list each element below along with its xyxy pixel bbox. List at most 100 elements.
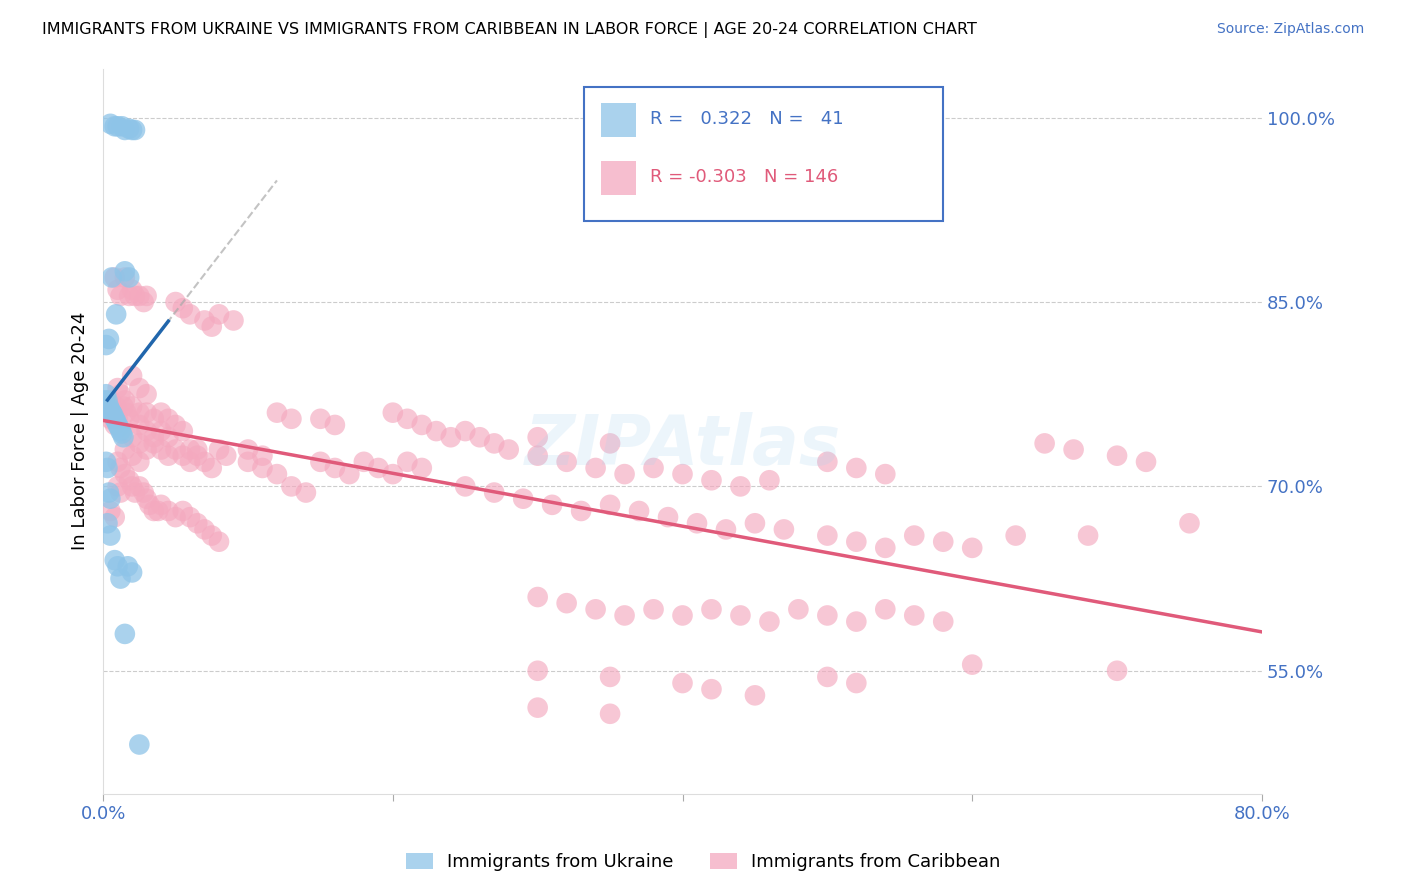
Point	[526, 664, 548, 678]
Point	[758, 473, 780, 487]
Point	[758, 615, 780, 629]
Point	[142, 430, 165, 444]
Point	[107, 283, 129, 297]
Point	[100, 412, 122, 426]
Point	[411, 461, 433, 475]
Point	[97, 485, 120, 500]
Point	[107, 479, 129, 493]
Point	[124, 123, 146, 137]
Point	[96, 516, 118, 531]
Point	[132, 295, 155, 310]
Point	[599, 436, 621, 450]
Point	[295, 485, 318, 500]
Point	[118, 289, 141, 303]
Point	[128, 417, 150, 432]
Point	[107, 455, 129, 469]
Point	[110, 461, 132, 475]
Point	[599, 498, 621, 512]
Point	[100, 117, 122, 131]
Point	[773, 523, 796, 537]
Point	[396, 455, 419, 469]
Point	[100, 504, 122, 518]
Point	[222, 313, 245, 327]
Point	[484, 436, 506, 450]
Point	[157, 430, 180, 444]
Point	[110, 572, 132, 586]
Point	[107, 120, 129, 134]
Point	[252, 461, 274, 475]
Point	[569, 504, 592, 518]
Point	[353, 455, 375, 469]
Point	[100, 393, 122, 408]
Point	[280, 412, 302, 426]
Point	[128, 289, 150, 303]
Point	[700, 602, 723, 616]
Text: ZIPAtlas: ZIPAtlas	[524, 412, 841, 479]
Point	[381, 467, 404, 482]
Point	[1135, 455, 1157, 469]
Point	[730, 608, 752, 623]
Point	[150, 442, 173, 457]
Point	[714, 523, 737, 537]
Point	[179, 510, 201, 524]
Point	[104, 120, 127, 134]
Point	[104, 417, 127, 432]
Point	[135, 387, 157, 401]
Point	[110, 424, 132, 438]
Point	[118, 473, 141, 487]
Point	[121, 283, 143, 297]
Point	[309, 455, 332, 469]
Legend: Immigrants from Ukraine, Immigrants from Caribbean: Immigrants from Ukraine, Immigrants from…	[398, 846, 1008, 879]
Point	[643, 602, 665, 616]
Point	[117, 559, 139, 574]
Point	[146, 504, 169, 518]
Point	[186, 516, 208, 531]
Point	[309, 412, 332, 426]
Point	[585, 461, 607, 475]
Point	[128, 436, 150, 450]
Point	[111, 426, 134, 441]
Point	[165, 510, 187, 524]
Point	[114, 270, 136, 285]
Point	[440, 430, 463, 444]
Point	[118, 412, 141, 426]
Point	[845, 461, 868, 475]
Point	[700, 682, 723, 697]
Point	[526, 449, 548, 463]
Point	[105, 400, 128, 414]
Point	[100, 491, 122, 506]
Point	[201, 319, 224, 334]
Point	[613, 467, 636, 482]
Point	[94, 338, 117, 352]
Point	[107, 381, 129, 395]
Point	[135, 442, 157, 457]
Point	[903, 528, 925, 542]
Point	[744, 689, 766, 703]
Point	[179, 307, 201, 321]
Point	[193, 455, 215, 469]
Point	[628, 504, 651, 518]
Point	[112, 400, 135, 414]
Point	[100, 528, 122, 542]
Point	[468, 430, 491, 444]
Point	[121, 479, 143, 493]
Text: R = -0.303   N = 146: R = -0.303 N = 146	[650, 169, 838, 186]
Point	[700, 473, 723, 487]
Point	[396, 412, 419, 426]
Point	[236, 442, 259, 457]
Point	[150, 498, 173, 512]
Point	[104, 553, 127, 567]
Point	[118, 121, 141, 136]
Point	[128, 381, 150, 395]
Point	[252, 449, 274, 463]
Point	[118, 270, 141, 285]
Point	[208, 442, 231, 457]
Point	[193, 523, 215, 537]
FancyBboxPatch shape	[602, 161, 636, 195]
Point	[114, 264, 136, 278]
Point	[104, 510, 127, 524]
Point	[512, 491, 534, 506]
Point	[193, 313, 215, 327]
Point	[484, 485, 506, 500]
Point	[108, 420, 131, 434]
